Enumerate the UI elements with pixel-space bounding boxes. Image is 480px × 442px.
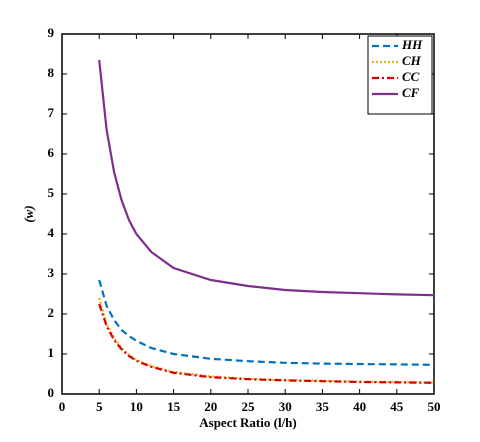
series-line (98, 59, 435, 297)
y-tick-label: 8 (48, 65, 55, 80)
x-tick-label: 40 (353, 399, 366, 414)
legend-label: CF (402, 85, 420, 100)
y-tick-label: 6 (48, 145, 55, 160)
x-tick-label: 10 (130, 399, 143, 414)
y-tick-label: 0 (48, 385, 55, 400)
x-tick-label: 15 (167, 399, 181, 414)
legend-label: HH (401, 37, 423, 52)
x-tick-label: 5 (96, 399, 103, 414)
y-tick-label: 3 (48, 265, 55, 280)
series-line (98, 297, 435, 384)
y-tick-label: 4 (48, 225, 55, 240)
legend-label: CH (402, 53, 422, 68)
x-tick-label: 25 (242, 399, 256, 414)
y-tick-label: 1 (48, 345, 55, 360)
x-tick-label: 0 (59, 399, 66, 414)
x-axis-label: Aspect Ratio (l/h) (199, 415, 297, 430)
y-tick-label: 9 (48, 25, 55, 40)
y-tick-label: 7 (48, 105, 55, 120)
x-tick-label: 30 (279, 399, 292, 414)
legend-box (367, 35, 433, 115)
y-axis-label: (w) (21, 205, 36, 222)
x-tick-label: 50 (428, 399, 441, 414)
series-line (98, 303, 435, 384)
legend-label: CC (402, 69, 420, 84)
x-tick-label: 35 (316, 399, 330, 414)
y-tick-label: 5 (48, 185, 55, 200)
x-tick-label: 20 (204, 399, 217, 414)
series-line (98, 279, 435, 366)
y-tick-label: 2 (48, 305, 55, 320)
x-tick-label: 45 (390, 399, 404, 414)
